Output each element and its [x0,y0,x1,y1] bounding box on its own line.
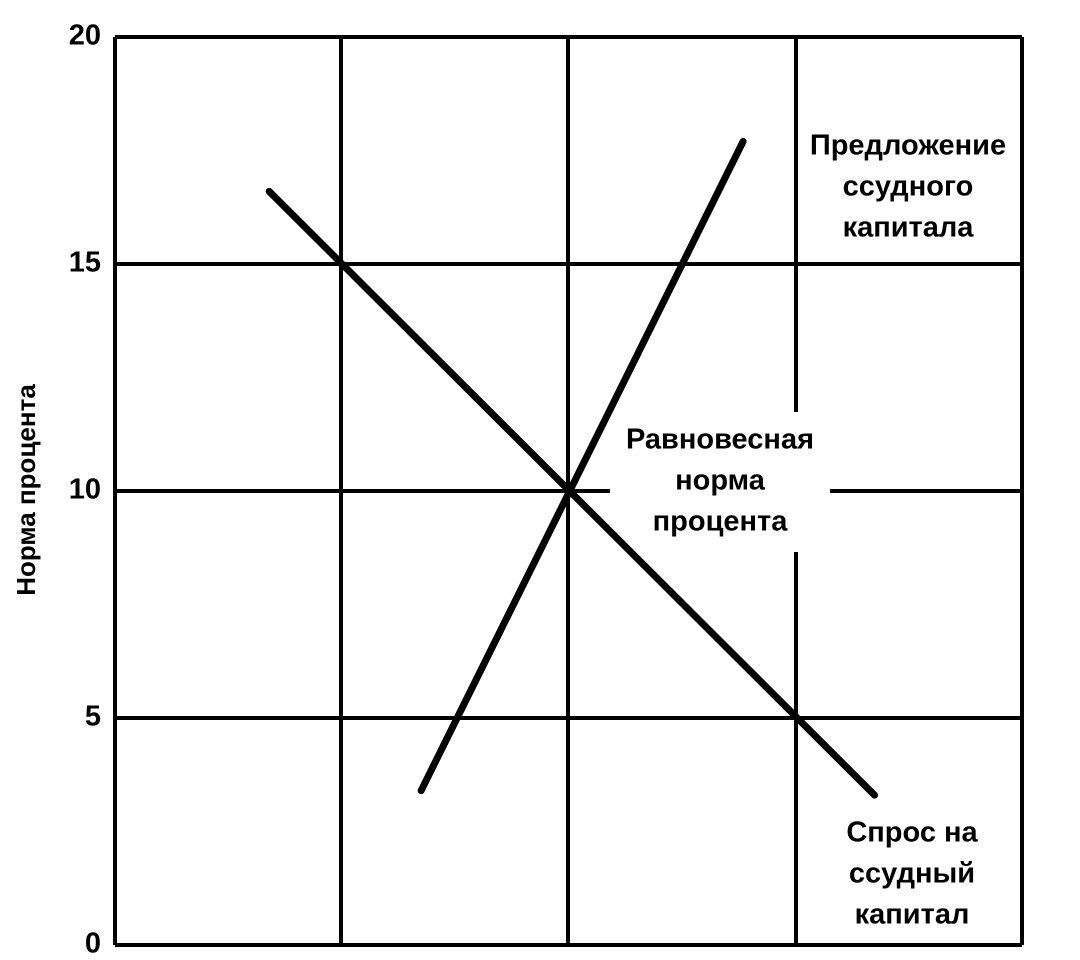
annotation: ссудного [843,171,974,203]
y-tick-label: 15 [69,247,101,279]
series-line [265,187,879,799]
series-line [417,137,747,795]
annotation: норма [675,465,766,497]
label-background [808,120,1008,256]
y-tick-label: 0 [85,928,101,960]
y-tick-label: 10 [69,474,101,506]
annotation: процента [653,506,789,538]
y-tick-label: 20 [69,20,101,52]
label-background [832,810,992,940]
y-axis-label: Норма процента [11,384,41,596]
annotation: Предложение [810,130,1006,162]
annotation: ссудный [849,858,975,890]
annotation: капитала [843,212,975,244]
annotation: Спрос на [846,817,978,849]
annotation: капитал [855,899,970,931]
y-tick-label: 5 [85,701,101,733]
label-background [610,412,830,552]
annotation: Равновесная [626,424,814,456]
